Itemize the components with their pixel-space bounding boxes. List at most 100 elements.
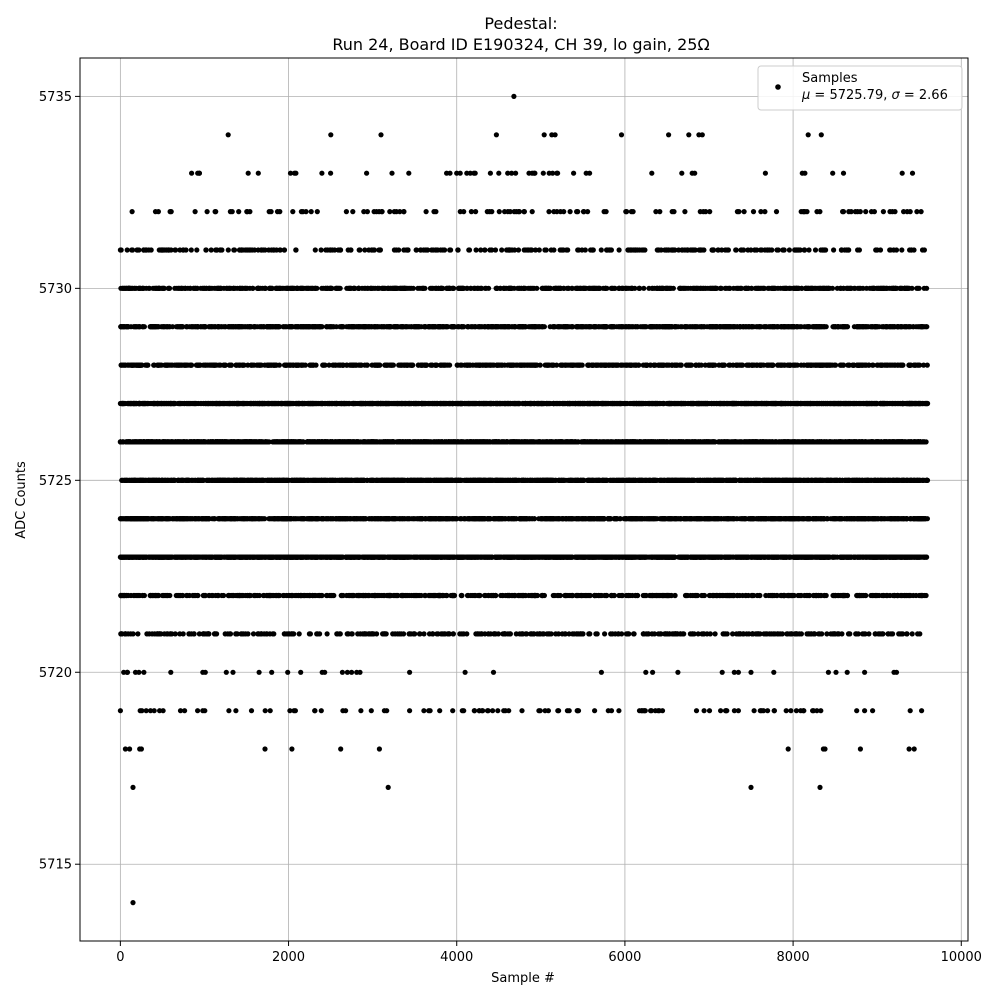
sample-point: [648, 708, 655, 714]
sample-point: [822, 746, 828, 752]
sample-point: [344, 592, 350, 599]
sample-point: [262, 746, 268, 752]
sample-point: [344, 631, 350, 637]
sample-point: [821, 516, 827, 522]
sample-point: [210, 592, 216, 599]
sample-point: [922, 592, 928, 599]
sample-point: [416, 631, 423, 637]
sample-point: [298, 669, 304, 675]
sample-point: [117, 708, 123, 714]
sample-point: [296, 631, 302, 637]
sample-point: [552, 132, 558, 138]
sample-point: [774, 592, 780, 599]
sample-point: [919, 708, 925, 714]
sample-point: [756, 592, 763, 599]
sample-point: [682, 516, 688, 522]
sample-point: [141, 592, 147, 599]
sample-point: [485, 516, 491, 522]
sample-point: [858, 592, 864, 599]
sample-point: [308, 554, 314, 560]
sample-point: [511, 93, 517, 99]
sample-point: [307, 631, 313, 637]
sample-point: [548, 516, 554, 522]
sample-point: [188, 631, 194, 637]
sample-point: [917, 631, 923, 637]
sample-point: [733, 631, 740, 637]
sample-point: [731, 708, 738, 714]
sample-point: [695, 631, 701, 637]
sample-point: [400, 554, 406, 560]
sample-point: [783, 554, 790, 560]
sample-point: [295, 592, 302, 599]
sample-point: [349, 631, 355, 637]
sample-point: [221, 592, 227, 599]
sample-point: [128, 592, 134, 599]
sample-point: [569, 592, 575, 599]
sample-point: [862, 631, 868, 637]
sample-point: [631, 631, 637, 637]
sample-point: [599, 554, 605, 560]
sample-point: [718, 708, 724, 714]
sample-point: [655, 708, 661, 714]
sample-point: [560, 554, 566, 560]
sample-point: [805, 132, 811, 138]
sample-point: [910, 592, 916, 599]
sample-point: [737, 516, 743, 522]
sample-point: [408, 631, 414, 637]
sample-point: [230, 669, 236, 675]
sample-point: [202, 592, 208, 599]
sample-point: [737, 554, 743, 560]
sample-point: [876, 592, 882, 599]
sample-point: [731, 592, 737, 599]
sample-point: [854, 708, 860, 714]
sample-point: [422, 592, 428, 599]
sample-point: [898, 631, 904, 637]
sample-point: [507, 631, 513, 637]
sample-point: [804, 631, 810, 637]
sample-point: [818, 708, 824, 714]
sample-point: [893, 554, 899, 560]
sample-point: [886, 554, 893, 560]
sample-point: [804, 554, 810, 560]
sample-point: [130, 900, 136, 906]
sample-point: [783, 708, 789, 714]
sample-point: [487, 170, 493, 176]
sample-point: [177, 708, 184, 714]
sample-point: [911, 746, 917, 752]
sample-point: [903, 516, 910, 522]
sample-point: [598, 669, 605, 675]
sample-point: [134, 592, 140, 599]
sample-point: [427, 708, 433, 714]
sample-point: [501, 631, 507, 637]
sample-point: [222, 516, 228, 522]
sample-point: [750, 631, 756, 637]
sample-point: [407, 669, 413, 675]
sample-point: [821, 592, 827, 599]
sample-point: [419, 516, 425, 522]
sample-point: [649, 554, 655, 560]
sample-point: [533, 592, 539, 599]
sample-point: [667, 516, 674, 522]
sample-point: [785, 746, 791, 752]
sample-point: [844, 669, 850, 675]
sample-point: [211, 516, 217, 522]
sample-point: [412, 631, 418, 637]
sample-point: [143, 708, 149, 714]
sample-point: [574, 554, 580, 560]
sample-point: [357, 631, 363, 637]
sample-point: [248, 708, 255, 714]
sample-point: [536, 631, 543, 637]
sample-point: [790, 592, 796, 599]
sample-point: [556, 708, 562, 714]
sample-point: [777, 631, 783, 637]
sample-point: [688, 554, 694, 560]
sample-point: [529, 516, 535, 522]
sample-point: [473, 631, 479, 637]
sample-point: [121, 516, 127, 522]
sample-point: [260, 592, 266, 599]
sample-point: [528, 631, 534, 637]
sample-point: [233, 631, 239, 637]
sample-point: [611, 516, 617, 522]
sample-point: [285, 669, 291, 675]
sample-point: [621, 554, 628, 560]
